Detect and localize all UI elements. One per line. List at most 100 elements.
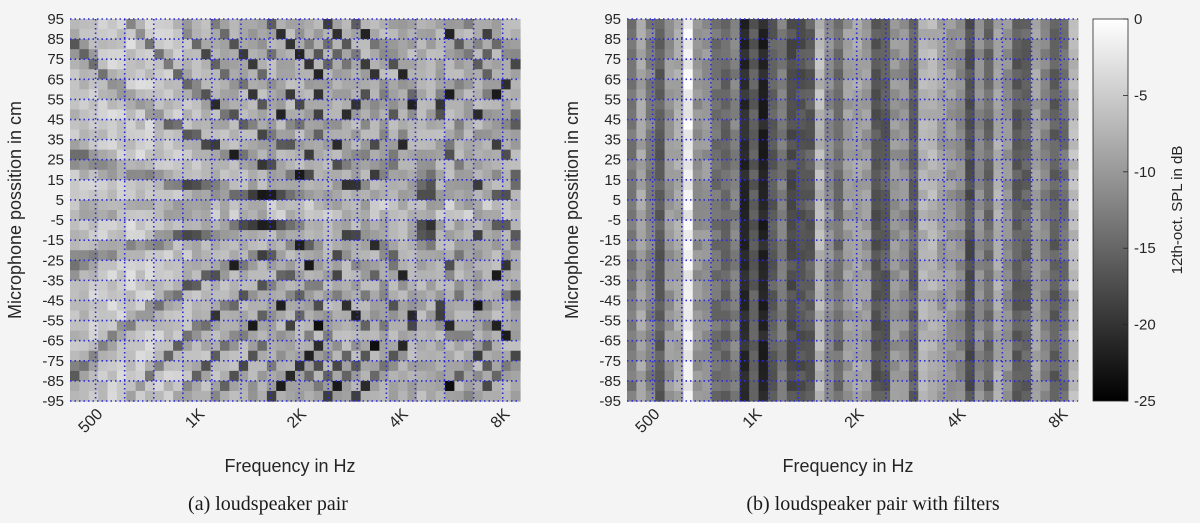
heatmap-cell: [257, 380, 268, 392]
heatmap-cell: [70, 210, 80, 221]
heatmap-cell: [852, 380, 863, 392]
heatmap-cell: [927, 380, 938, 392]
heatmap-cell: [758, 340, 769, 352]
heatmap-cell: [173, 179, 184, 191]
heatmap-cell: [720, 79, 731, 90]
heatmap-cell: [191, 149, 202, 161]
heatmap-cell: [491, 380, 502, 392]
heatmap-cell: [655, 370, 666, 382]
heatmap-cell: [692, 169, 703, 181]
heatmap-cell: [257, 220, 268, 231]
heatmap-cell: [937, 290, 948, 302]
heatmap-cell: [398, 240, 409, 251]
heatmap-cell: [777, 280, 788, 292]
heatmap-cell: [173, 290, 184, 302]
heatmap-cell: [974, 250, 985, 261]
heatmap-cell: [1049, 390, 1060, 402]
heatmap-cell: [88, 330, 99, 342]
heatmap-cell: [510, 29, 521, 40]
heatmap-cell: [1068, 19, 1079, 30]
y-tick-label: 65: [604, 71, 621, 88]
heatmap-cell: [796, 129, 807, 141]
heatmap-cell: [295, 340, 305, 352]
heatmap-cell: [501, 390, 512, 402]
heatmap-cell: [899, 320, 910, 332]
heatmap-cell: [965, 179, 976, 191]
heatmap-cell: [805, 109, 816, 121]
heatmap-cell: [491, 300, 502, 312]
heatmap-cell: [767, 149, 778, 161]
heatmap-cell: [416, 270, 427, 281]
heatmap-cell: [767, 69, 778, 80]
heatmap-cell: [220, 230, 230, 241]
heatmap-cell: [899, 169, 910, 181]
heatmap-cell: [229, 280, 240, 292]
heatmap-cell: [1049, 320, 1060, 332]
heatmap-cell: [636, 300, 647, 312]
heatmap-cell: [655, 99, 666, 111]
heatmap-cell: [107, 280, 118, 292]
heatmap-cell: [927, 109, 938, 121]
heatmap-cell: [673, 59, 684, 70]
heatmap-cell: [861, 310, 872, 322]
heatmap-cell: [70, 129, 80, 141]
heatmap-cell: [88, 19, 99, 30]
heatmap-cell: [852, 300, 863, 312]
heatmap-cell: [758, 49, 769, 60]
heatmap-cell: [379, 390, 390, 402]
heatmap-cell: [843, 69, 854, 80]
heatmap-cell: [880, 380, 891, 392]
heatmap-cell: [664, 119, 675, 131]
heatmap-cell: [1049, 39, 1060, 50]
heatmap-cell: [890, 290, 901, 302]
heatmap-cell: [154, 290, 165, 302]
heatmap-cell: [220, 380, 230, 392]
heatmap-cell: [711, 159, 722, 171]
heatmap-cell: [70, 19, 80, 30]
heatmap-cell: [482, 260, 493, 271]
heatmap-cell: [370, 280, 380, 292]
heatmap-cell: [796, 220, 807, 231]
heatmap-cell: [191, 250, 202, 261]
heatmap-cell: [276, 139, 287, 151]
heatmap-cell: [463, 250, 474, 261]
heatmap-cell: [890, 380, 901, 392]
heatmap-cell: [426, 49, 437, 60]
heatmap-cell: [937, 210, 948, 221]
heatmap-cell: [1040, 360, 1051, 372]
heatmap-cell: [173, 300, 184, 312]
heatmap-cell: [974, 169, 985, 181]
heatmap-cell: [984, 360, 995, 372]
heatmap-cell: [501, 169, 512, 181]
heatmap-cell: [154, 280, 165, 292]
heatmap-cell: [861, 199, 872, 211]
heatmap-cell: [163, 230, 174, 241]
heatmap-cell: [220, 179, 230, 191]
x-tick-label: 1K: [182, 406, 208, 432]
heatmap-cell: [730, 260, 741, 271]
heatmap-cell: [398, 119, 409, 131]
heatmap-cell: [739, 270, 750, 281]
heatmap-cell: [824, 19, 835, 30]
heatmap-cell: [182, 340, 193, 352]
heatmap-cell: [627, 79, 637, 90]
heatmap-cell: [510, 159, 521, 171]
heatmap-cell: [890, 119, 901, 131]
heatmap-cell: [974, 270, 985, 281]
heatmap-cell: [645, 49, 656, 60]
heatmap-cell: [824, 210, 835, 221]
heatmap-cell: [702, 240, 713, 251]
heatmap-cell: [388, 169, 399, 181]
heatmap-cell: [360, 179, 371, 191]
heatmap-cell: [984, 59, 995, 70]
heatmap-cell: [407, 210, 418, 221]
heatmap-cell: [645, 109, 656, 121]
heatmap-cell: [163, 39, 174, 50]
heatmap-cell: [702, 320, 713, 332]
heatmap-cell: [304, 149, 315, 161]
heatmap-cell: [749, 199, 760, 211]
heatmap-cell: [70, 99, 80, 111]
heatmap-cell: [482, 79, 493, 90]
y-tick-label: 15: [604, 172, 621, 189]
heatmap-cell: [720, 340, 731, 352]
